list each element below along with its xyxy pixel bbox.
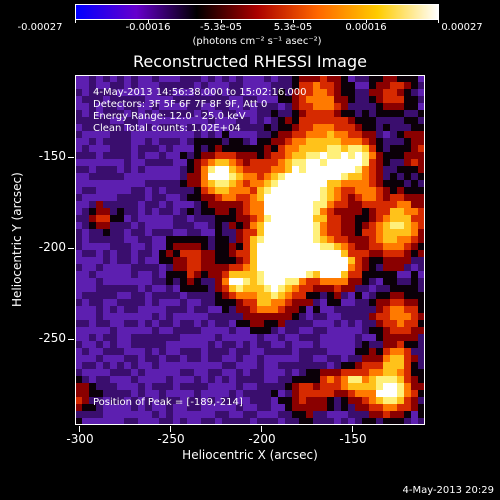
rhessi-image: [75, 75, 425, 425]
y-tick: [68, 339, 74, 340]
clean-counts-text: Clean Total counts: 1.02E+04: [93, 123, 241, 134]
detectors-text: Detectors: 3F 5F 6F 7F 8F 9F, Att 0: [93, 99, 268, 110]
colorbar-label: -0.00027: [17, 22, 63, 33]
time-range-text: 4-May-2013 14:56:38.000 to 15:02:16.000: [93, 87, 307, 98]
y-tick: [68, 248, 74, 249]
colorbar: [75, 4, 439, 20]
colorbar-label: -5.3e-05: [200, 22, 242, 33]
colorbar-label: 0.00016: [345, 22, 387, 33]
colorbar-label: 0.00027: [441, 22, 483, 33]
x-tick-label: -250: [157, 432, 185, 446]
colorbar-tick: [293, 19, 294, 23]
colorbar-tick: [366, 19, 367, 23]
image-title: Reconstructed RHESSI Image: [133, 52, 367, 71]
y-axis-label: Heliocentric Y (arcsec): [10, 172, 24, 307]
peak-position-text: Position of Peak = [-189,-214]: [93, 397, 243, 408]
x-tick-label: -150: [339, 432, 367, 446]
x-tick-label: -200: [248, 432, 276, 446]
colorbar-label: -0.00016: [125, 22, 171, 33]
colorbar-tick: [221, 19, 222, 23]
colorbar-tick: [438, 19, 439, 23]
energy-range-text: Energy Range: 12.0 - 25.0 keV: [93, 111, 246, 122]
colorbar-tick: [75, 19, 76, 23]
y-tick-label: -200: [38, 240, 66, 254]
x-tick: [170, 426, 171, 432]
colorbar-label: 5.3e-05: [273, 22, 313, 33]
x-tick: [261, 426, 262, 432]
timestamp-footer: 4-May-2013 20:29: [402, 485, 494, 496]
y-tick-label: -250: [38, 331, 66, 345]
colorbar-unit: (photons cm⁻² s⁻¹ asec⁻²): [192, 36, 322, 47]
x-tick: [79, 426, 80, 432]
colorbar-tick: [148, 19, 149, 23]
y-tick-label: -150: [38, 149, 66, 163]
x-tick: [352, 426, 353, 432]
y-tick: [68, 157, 74, 158]
x-axis-label: Heliocentric X (arcsec): [182, 448, 318, 462]
x-tick-label: -300: [66, 432, 94, 446]
